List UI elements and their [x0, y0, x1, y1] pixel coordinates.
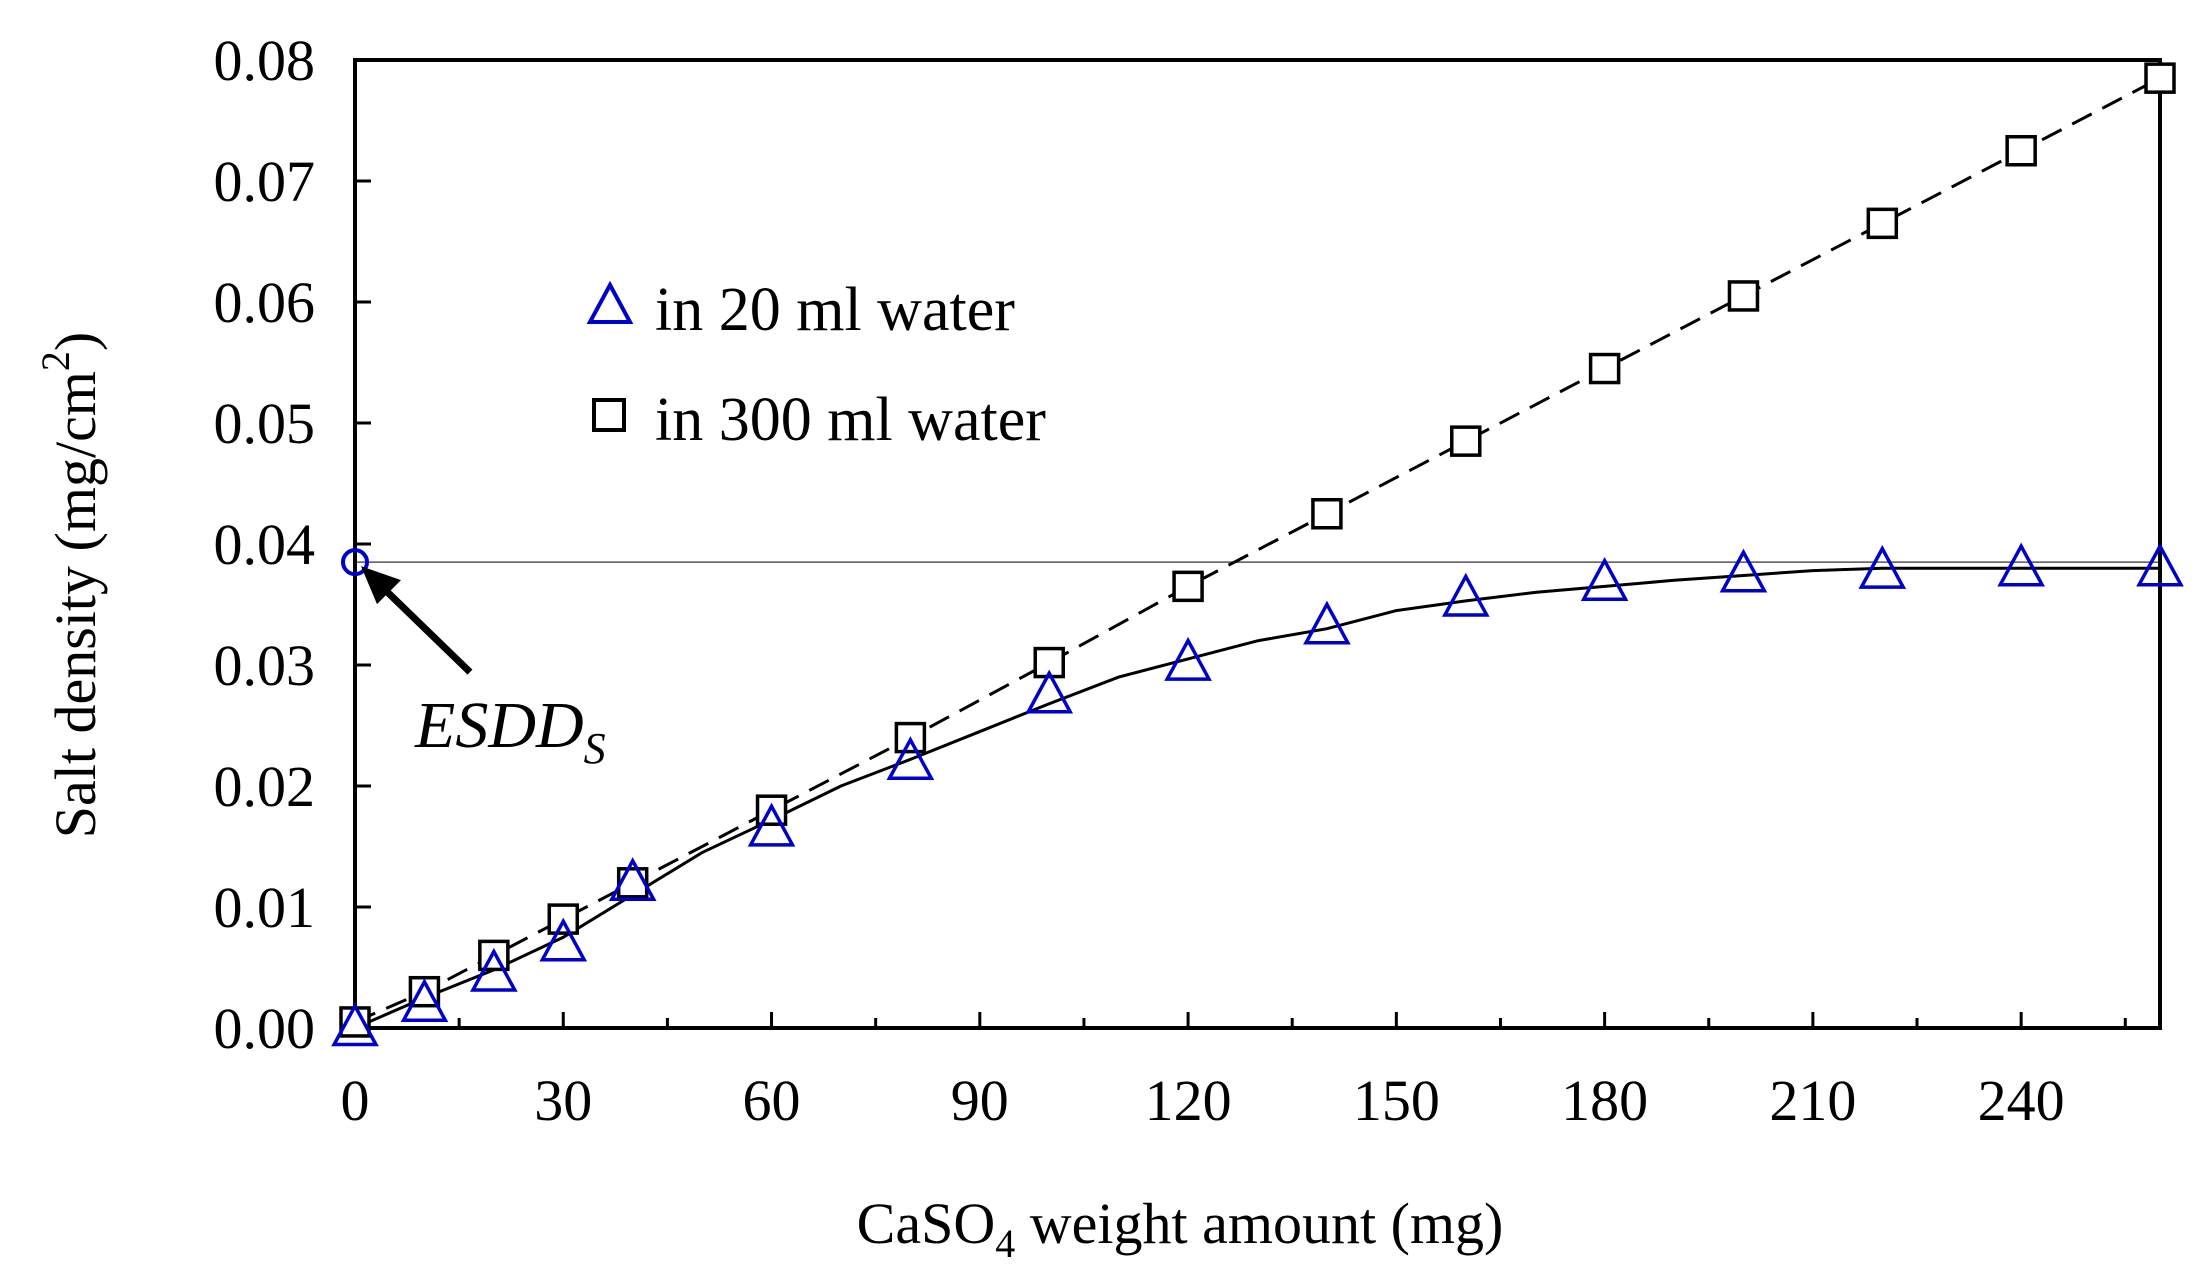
series-300ml-point	[616, 867, 649, 899]
series-20ml-point	[886, 736, 935, 781]
series-20ml-point	[470, 947, 518, 992]
y-axis-title-end: )	[43, 332, 108, 351]
y-axis-title: Salt density (mg/cm2)	[33, 332, 108, 839]
legend-item-in-20-ml-water: in 20 ml water	[586, 276, 1015, 344]
series-300ml-point	[478, 939, 510, 972]
series-300ml-point	[2005, 135, 2037, 167]
esdd-label: ESDDS	[414, 689, 606, 773]
y-tick-label: 0.08	[214, 28, 316, 93]
series-300ml-point	[1588, 352, 1621, 385]
series-300ml-point	[1866, 207, 1899, 240]
esdd-arrow-head	[361, 566, 401, 605]
y-tick-label: 0.07	[214, 149, 316, 214]
legend-square-icon	[592, 398, 626, 432]
esdd-label-main: ESDD	[414, 689, 584, 762]
series-20ml-point	[747, 802, 796, 847]
x-tick-label: 30	[534, 1068, 592, 1133]
y-axis-title-main: Salt density (mg/cm	[43, 371, 108, 838]
series-20ml-point	[1303, 600, 1351, 645]
y-tick-label: 0.05	[214, 391, 316, 456]
series-300ml-point	[1172, 570, 1204, 603]
y-tick-label: 0.06	[214, 270, 316, 335]
x-tick-label: 60	[743, 1068, 801, 1133]
series-300ml-line	[354, 76, 2161, 1024]
series-20ml-point	[2136, 542, 2184, 587]
esdd-arrow-shaft	[370, 575, 473, 675]
x-tick-label: 180	[1561, 1068, 1648, 1133]
x-tick-label: 240	[1978, 1068, 2065, 1133]
legend-label-300ml: in 300 ml water	[655, 386, 1046, 454]
legend-item-in-300-ml-water: in 300 ml water	[592, 386, 1046, 454]
series-300ml-point	[547, 903, 580, 935]
legend-label-20ml: in 20 ml water	[655, 276, 1015, 344]
legend-triangle-icon	[586, 280, 634, 324]
series-20ml-point	[331, 1002, 379, 1047]
x-tick-label: 120	[1145, 1068, 1232, 1133]
y-tick-label: 0.02	[214, 754, 316, 819]
series-20ml-point	[1025, 669, 1074, 714]
series-20ml-point	[1441, 572, 1490, 617]
x-axis-title-main: CaSO	[857, 1191, 996, 1256]
series-20ml-point	[1997, 542, 2045, 587]
markers-layer	[331, 62, 2184, 1047]
y-axis-title-superscript: 2	[33, 351, 78, 371]
esdd-label-subscript: S	[584, 724, 606, 773]
y-tick-label: 0.00	[214, 996, 316, 1061]
x-tick-label: 90	[951, 1068, 1009, 1133]
y-tick-label: 0.03	[214, 633, 316, 698]
legend: in 20 ml water in 300 ml water	[586, 276, 1046, 454]
series-20ml-point	[608, 857, 657, 902]
series-20ml-point	[1164, 636, 1212, 681]
x-axis-title-rest: weight amount (mg)	[1015, 1191, 1503, 1256]
series-20ml-point	[1580, 557, 1629, 601]
x-tick-label: 0	[341, 1068, 370, 1133]
series-20ml-point	[400, 978, 449, 1023]
x-axis-title-subscript: 4	[995, 1221, 1015, 1266]
annotation-layer: ESDDS	[341, 548, 606, 773]
series-300ml-point	[2144, 62, 2176, 94]
x-axis-ticks: 0 30 60 90 120 150 180 210 240	[341, 1012, 2127, 1133]
y-tick-label: 0.04	[214, 512, 316, 577]
series-20ml-point	[1719, 548, 1768, 593]
x-tick-label: 150	[1353, 1068, 1440, 1133]
x-tick-label: 210	[1769, 1068, 1856, 1133]
series-20ml-point	[1858, 544, 1907, 589]
series-20ml-point	[539, 917, 588, 962]
series-300ml-point	[1311, 498, 1343, 530]
y-tick-label: 0.01	[214, 875, 316, 940]
x-axis-title: CaSO4 weight amount (mg)	[857, 1191, 1504, 1266]
y-axis-ticks: 0.00 0.01 0.02 0.03 0.04 0.05 0.06 0.07 0.08	[214, 28, 371, 1061]
series-300ml-point	[1450, 425, 1482, 457]
esdd-point	[341, 548, 369, 577]
series-300ml-point	[755, 794, 788, 826]
series-300ml-point	[1727, 280, 1760, 312]
